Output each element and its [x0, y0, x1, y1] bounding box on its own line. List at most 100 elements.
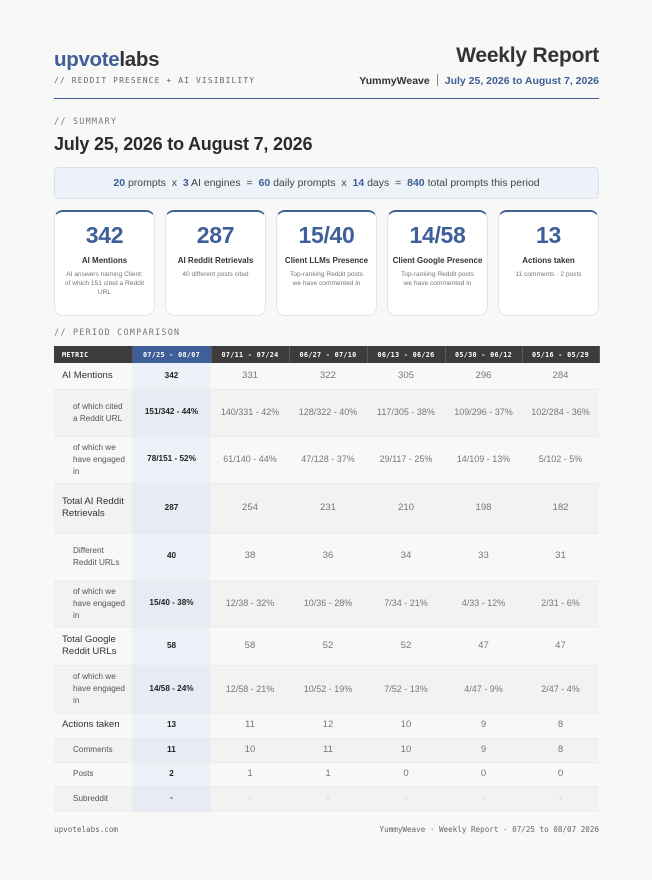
- logo: upvotelabs: [54, 48, 160, 71]
- kpi-label: Client Google Presence: [392, 256, 483, 265]
- metric-label: of which we have engaged in: [54, 436, 132, 484]
- column-header: 05/30 - 06/12: [445, 346, 523, 363]
- kpi-value: 287: [196, 222, 235, 248]
- period-value: 10: [367, 712, 445, 739]
- table-row: AI Mentions 342 331 322 305 296 284: [54, 363, 599, 390]
- period-value: 2/31 - 6%: [522, 580, 599, 628]
- period-value: 109/296 - 37%: [445, 389, 522, 437]
- period-value: 296: [445, 363, 522, 390]
- kpi-value: 15/40: [298, 222, 355, 248]
- report-title: Weekly Report: [456, 44, 599, 67]
- kpi-value: 14/58: [409, 222, 466, 248]
- period-value: 12: [289, 712, 367, 739]
- period-value: 0: [445, 762, 522, 787]
- table-row: of which cited a Reddit URL 151/342 - 44…: [54, 389, 599, 437]
- metric-label: Total Google Reddit URLs: [54, 626, 132, 666]
- footer-website: upvotelabs.com: [54, 825, 119, 834]
- comparison-label: // PERIOD COMPARISON: [54, 328, 181, 338]
- period-value: 2/47 - 4%: [522, 665, 599, 714]
- client-name: YummyWeave: [359, 75, 430, 87]
- period-value: 36: [289, 533, 367, 581]
- period-value: 10/52 - 19%: [289, 665, 367, 714]
- metric-label: AI Mentions: [54, 363, 132, 390]
- period-value: -: [289, 786, 367, 812]
- report-range: July 25, 2026 to August 7, 2026: [444, 75, 599, 87]
- kpi-label: Actions taken: [522, 256, 575, 265]
- period-value: 231: [289, 483, 367, 534]
- period-value: 34: [367, 533, 445, 581]
- metric-label: of which cited a Reddit URL: [54, 389, 132, 437]
- period-value: 7/34 - 21%: [367, 580, 445, 628]
- kpi-subtext: AI answers naming Client; of which 151 c…: [64, 271, 145, 296]
- report-header: upvotelabs // REDDIT PRESENCE + AI VISIB…: [54, 44, 599, 99]
- period-value: 10/36 - 28%: [289, 580, 367, 628]
- period-value: -: [445, 786, 522, 812]
- period-value: 4/47 - 9%: [445, 665, 522, 714]
- kpi-subtext: 11 comments · 2 posts: [515, 271, 582, 278]
- period-value: 0: [522, 762, 599, 787]
- table-row: Posts 2 1 1 0 0 0: [54, 762, 599, 787]
- current-value: 342: [132, 363, 211, 390]
- table-row: Total Google Reddit URLs 58 58 52 52 47 …: [54, 626, 599, 666]
- table-row: Comments 11 10 11 10 9 8: [54, 738, 599, 763]
- period-value: 128/322 - 40%: [289, 389, 367, 437]
- current-value: 13: [132, 712, 211, 739]
- current-value: 2: [132, 762, 211, 787]
- table-row: Different Reddit URLs 40 38 36 34 33 31: [54, 533, 599, 581]
- period-value: 12/58 - 21%: [211, 665, 289, 714]
- period-value: 1: [289, 762, 367, 787]
- period-value: 58: [211, 626, 289, 666]
- metric-label: Subreddit: [54, 786, 132, 812]
- period-value: 284: [522, 363, 599, 390]
- period-value: 140/331 - 42%: [211, 389, 289, 437]
- table-header-row: METRIC 07/25 - 08/07 07/11 - 07/24 06/27…: [54, 346, 600, 363]
- period-value: 11: [211, 712, 289, 739]
- period-value: 11: [289, 738, 367, 763]
- current-value: -: [132, 786, 211, 812]
- metric-label: Different Reddit URLs: [54, 533, 132, 581]
- period-value: 0: [367, 762, 445, 787]
- report-meta: YummyWeave July 25, 2026 to August 7, 202…: [359, 74, 599, 87]
- table-row: Total AI Reddit Retrievals 287 254 231 2…: [54, 483, 599, 534]
- current-value: 40: [132, 533, 211, 581]
- kpi-subtext: Top-ranking Reddit posts we have comment…: [290, 271, 363, 287]
- period-value: 7/52 - 13%: [367, 665, 445, 714]
- kpi-card-ai-mentions: 342 AI Mentions AI answers naming Client…: [54, 210, 155, 316]
- period-value: 117/305 - 38%: [367, 389, 445, 437]
- current-value: 11: [132, 738, 211, 763]
- period-value: 8: [522, 738, 599, 763]
- kpi-card-actions-taken: 13 Actions taken 11 comments · 2 posts: [498, 210, 599, 316]
- table-row: of which we have engaged in 14/58 - 24% …: [54, 665, 599, 714]
- kpi-subtext: Top-ranking Reddit posts we have comment…: [401, 271, 474, 287]
- current-value: 15/40 - 38%: [132, 580, 211, 628]
- column-header: 05/16 - 05/29: [522, 346, 600, 363]
- kpi-label: AI Reddit Retrievals: [177, 256, 254, 265]
- metric-label: Comments: [54, 738, 132, 763]
- kpi-label: Client LLMs Presence: [284, 256, 369, 265]
- period-value: 29/117 - 25%: [367, 436, 445, 484]
- summary-label: // SUMMARY: [54, 117, 118, 127]
- period-value: 4/33 - 12%: [445, 580, 522, 628]
- period-value: 8: [522, 712, 599, 739]
- current-value: 78/151 - 52%: [132, 436, 211, 484]
- kpi-value: 13: [536, 222, 561, 248]
- period-value: 9: [445, 712, 522, 739]
- tagline: // REDDIT PRESENCE + AI VISIBILITY: [54, 76, 256, 85]
- current-value: 58: [132, 626, 211, 666]
- column-header-current: 07/25 - 08/07: [132, 346, 212, 363]
- column-header: 06/13 - 06/26: [367, 346, 446, 363]
- meta-divider: [436, 74, 438, 86]
- summary-heading: July 25, 2026 to August 7, 2026: [54, 134, 313, 154]
- period-value: 52: [367, 626, 445, 666]
- period-value: 33: [445, 533, 522, 581]
- period-value: 47: [522, 626, 599, 666]
- period-value: 38: [211, 533, 289, 581]
- period-value: -: [522, 786, 599, 812]
- column-header: 06/27 - 07/10: [289, 346, 368, 363]
- period-value: 10: [367, 738, 445, 763]
- period-value: 14/109 - 13%: [445, 436, 522, 484]
- current-value: 287: [132, 483, 211, 534]
- column-header: 07/11 - 07/24: [211, 346, 290, 363]
- period-value: 305: [367, 363, 445, 390]
- period-value: 31: [522, 533, 599, 581]
